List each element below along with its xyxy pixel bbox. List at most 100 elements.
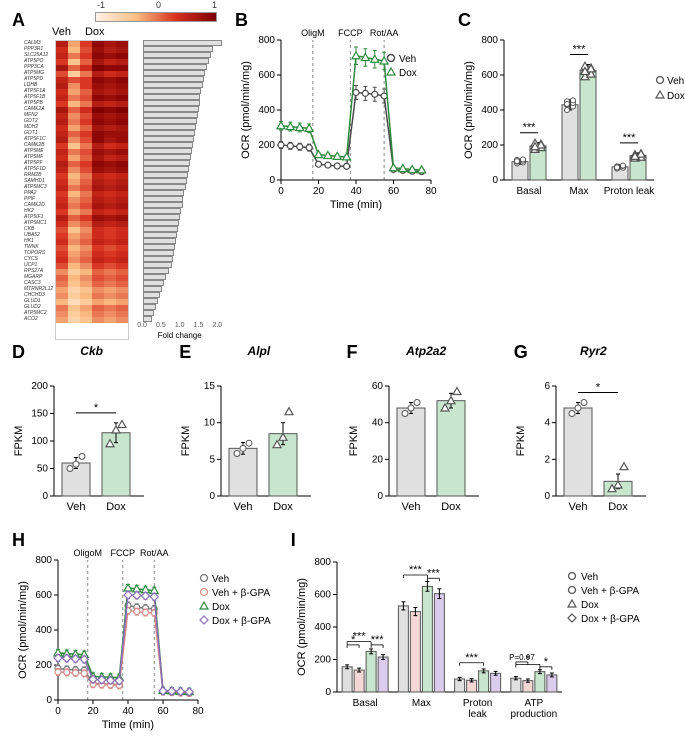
svg-text:20: 20 [313, 186, 325, 197]
svg-text:***: *** [623, 132, 637, 144]
fc-ticks: 0.0 0.5 1.0 1.5 2.0 [137, 322, 222, 329]
svg-text:*: * [525, 653, 530, 665]
svg-text:Dox: Dox [441, 501, 461, 513]
panel-b-chart: OligMFCCPRot/AA0204060800200400600800Tim… [235, 12, 445, 212]
svg-text:Veh: Veh [401, 501, 420, 513]
panel-g: G Ryr2 0246FPKMVehDox* [514, 344, 673, 528]
svg-text:0: 0 [55, 706, 61, 717]
col-veh: Veh [52, 26, 71, 38]
svg-text:Time (min): Time (min) [102, 719, 154, 731]
svg-text:***: *** [465, 652, 479, 664]
svg-text:2: 2 [544, 454, 550, 465]
panel-a: A -1 0 1 Veh Dox CALM3PPP3R1SLC25A12ATP5… [12, 12, 227, 340]
svg-text:Veh: Veh [667, 76, 684, 87]
cb-tick: 1 [212, 0, 217, 10]
svg-text:40: 40 [371, 418, 383, 429]
svg-text:60: 60 [157, 706, 169, 717]
svg-text:0: 0 [269, 175, 275, 186]
svg-text:Rot/AA: Rot/AA [140, 548, 169, 558]
svg-text:15: 15 [204, 381, 216, 392]
panel-b: B OligMFCCPRot/AA0204060800200400600800T… [235, 12, 450, 340]
panel-f: F Atp2a2 0204060FPKMVehDox [347, 344, 506, 528]
svg-text:Dox: Dox [399, 68, 417, 79]
svg-text:200: 200 [35, 660, 52, 671]
tick: 1.0 [175, 322, 185, 329]
panel-e-label: E [179, 342, 191, 363]
panel-h-label: H [12, 530, 25, 551]
svg-text:Dox: Dox [106, 501, 126, 513]
svg-text:400: 400 [35, 625, 52, 636]
svg-text:Proton leak: Proton leak [604, 186, 656, 197]
svg-text:150: 150 [31, 409, 48, 420]
panel-e: E Alpl 051015FPKMVehDox [179, 344, 338, 528]
svg-text:800: 800 [258, 35, 275, 46]
svg-text:600: 600 [481, 70, 498, 81]
svg-text:***: *** [573, 44, 587, 56]
svg-text:40: 40 [122, 706, 134, 717]
svg-text:FCCP: FCCP [111, 548, 136, 558]
svg-text:20: 20 [87, 706, 99, 717]
colorbar [95, 12, 217, 22]
panel-d-label: D [12, 342, 25, 363]
panel-i-chart: 0200400600800OCR (pmol/min/mg)BasalMaxPr… [291, 532, 671, 732]
tick: 1.5 [194, 322, 204, 329]
svg-text:FPKM: FPKM [180, 426, 192, 457]
svg-text:400: 400 [481, 105, 498, 116]
svg-text:400: 400 [258, 105, 275, 116]
svg-text:60: 60 [371, 381, 383, 392]
svg-text:***: *** [427, 567, 441, 579]
svg-text:4: 4 [544, 418, 550, 429]
svg-text:80: 80 [192, 706, 204, 717]
svg-text:OCR (pmol/min/mg): OCR (pmol/min/mg) [240, 61, 252, 159]
panel-d: D Ckb 050100150200FPKMVehDox* [12, 344, 171, 528]
svg-text:OCR (pmol/min/mg): OCR (pmol/min/mg) [296, 578, 308, 676]
panel-d-title: Ckb [12, 344, 171, 358]
svg-text:60: 60 [388, 186, 400, 197]
svg-text:Max: Max [570, 186, 589, 197]
panel-e-chart: 051015FPKMVehDox [179, 358, 329, 523]
svg-text:OligoM: OligoM [73, 548, 102, 558]
svg-text:Basal: Basal [516, 186, 541, 197]
svg-text:0: 0 [42, 491, 48, 502]
fc-axis-label: Fold change [137, 331, 222, 340]
svg-text:*: * [543, 656, 548, 668]
svg-text:600: 600 [258, 70, 275, 81]
panel-h-chart: OligoMFCCPRot/AA0204060800200400600800Ti… [12, 532, 282, 732]
svg-text:Dox + β-GPA: Dox + β-GPA [581, 614, 640, 625]
panel-d-chart: 050100150200FPKMVehDox* [12, 358, 162, 523]
panel-i-label: I [291, 530, 296, 551]
svg-text:Veh: Veh [581, 572, 598, 583]
panel-f-label: F [347, 342, 358, 363]
svg-text:OligM: OligM [301, 28, 325, 38]
panel-i: I 0200400600800OCR (pmol/min/mg)BasalMax… [291, 532, 673, 737]
svg-text:800: 800 [35, 555, 52, 566]
svg-text:100: 100 [31, 436, 48, 447]
svg-text:FCCP: FCCP [338, 28, 363, 38]
svg-text:Dox: Dox [212, 602, 230, 613]
svg-text:200: 200 [258, 140, 275, 151]
svg-text:FPKM: FPKM [348, 426, 360, 457]
svg-text:ATP: ATP [524, 698, 543, 709]
svg-text:FPKM: FPKM [13, 426, 25, 457]
svg-text:Time (min): Time (min) [330, 199, 382, 211]
svg-text:10: 10 [204, 418, 216, 429]
svg-text:0: 0 [325, 687, 331, 698]
svg-text:200: 200 [481, 140, 498, 151]
svg-text:0: 0 [492, 175, 498, 186]
svg-text:Veh + β-GPA: Veh + β-GPA [212, 588, 270, 599]
tick: 0.0 [137, 322, 147, 329]
svg-text:P=0.07: P=0.07 [509, 653, 535, 662]
svg-text:0: 0 [544, 491, 550, 502]
panel-c-chart: 0200400600800OCR (pmol/min/mg)Basal***Ma… [458, 12, 668, 212]
heatmap-column-headers: Veh Dox [46, 26, 227, 38]
svg-text:Max: Max [412, 698, 431, 709]
svg-text:***: *** [409, 564, 423, 576]
col-dox: Dox [85, 26, 105, 38]
svg-text:0: 0 [46, 695, 52, 706]
svg-text:Veh: Veh [212, 574, 229, 585]
svg-text:Dox: Dox [273, 501, 293, 513]
panel-g-label: G [514, 342, 528, 363]
svg-text:production: production [510, 709, 557, 720]
svg-text:0: 0 [210, 491, 216, 502]
tick: 0.5 [156, 322, 166, 329]
